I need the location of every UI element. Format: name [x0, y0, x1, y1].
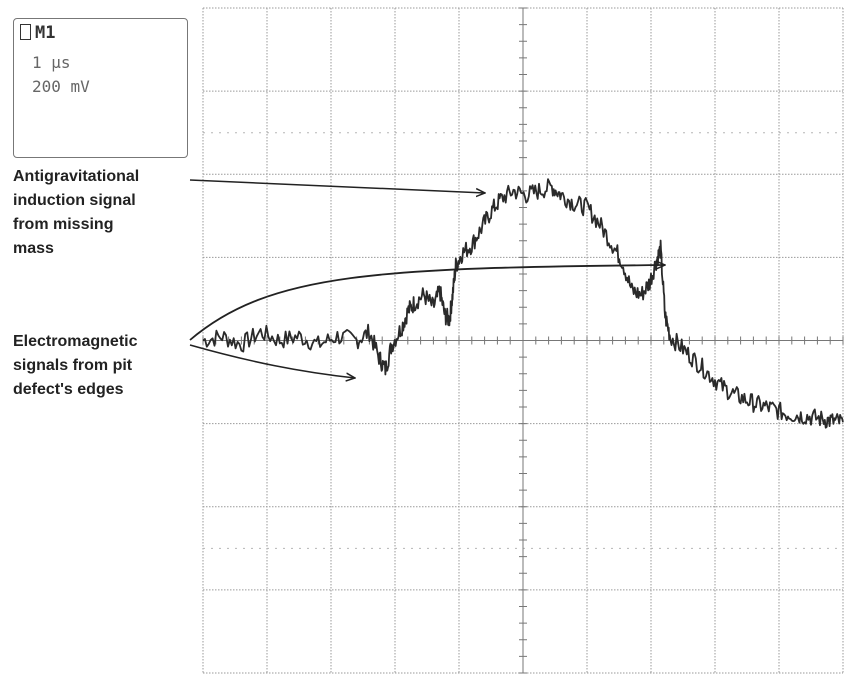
- time-per-div: 1 μs: [32, 53, 71, 72]
- signal-trace: [202, 178, 844, 429]
- annotation-arrows: [189, 179, 665, 378]
- volts-per-div: 200 mV: [32, 77, 90, 96]
- annotation-line: induction signal: [13, 192, 136, 209]
- scope-readout-box: M1 1 μs 200 mV: [13, 18, 188, 158]
- annotation-line: Antigravitational: [13, 168, 140, 185]
- annotation-line: signals from pit: [13, 357, 133, 374]
- channel-label: M1: [20, 23, 55, 43]
- channel-icon: [20, 24, 31, 40]
- arrow-edge-signal: [189, 344, 355, 378]
- arrow-antigravitational: [189, 179, 485, 193]
- annotation-line: from missing: [13, 216, 114, 233]
- channel-name: M1: [35, 23, 56, 43]
- annotation-line: mass: [13, 240, 54, 257]
- annotation-line: defect's edges: [13, 381, 124, 398]
- arrow-induction-span: [189, 265, 665, 341]
- signal-trace-group: [202, 178, 844, 429]
- annotation-line: Electromagnetic: [13, 333, 138, 350]
